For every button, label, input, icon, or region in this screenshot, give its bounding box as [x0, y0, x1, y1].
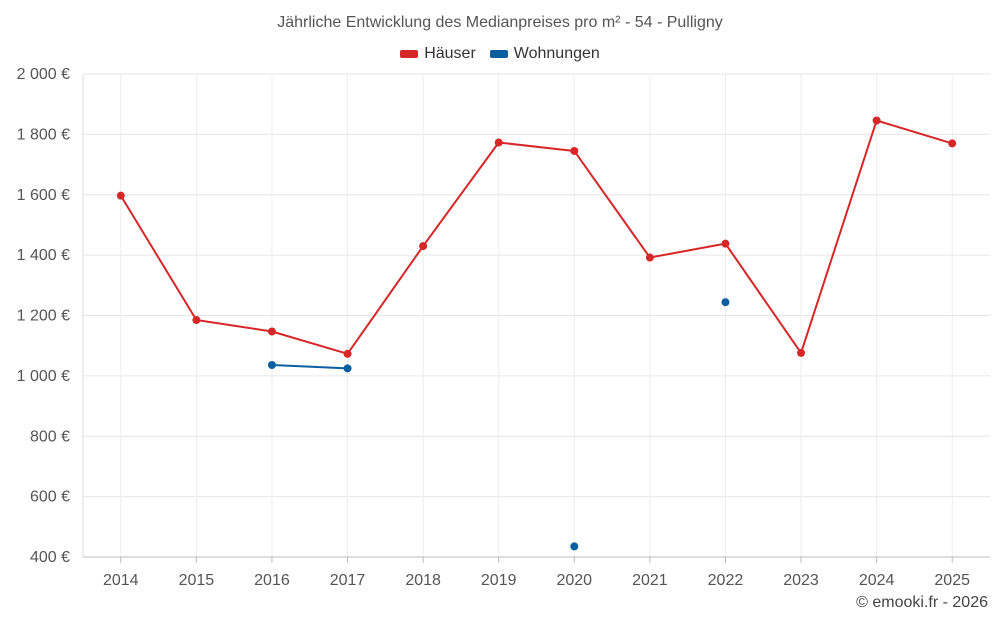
x-tick-label: 2015: [179, 572, 215, 589]
legend-swatch-wohnungen: [489, 50, 508, 58]
legend-label-wohnungen: Wohnungen: [513, 45, 600, 62]
data-point-haeuser: [721, 239, 730, 248]
data-point-haeuser: [343, 349, 352, 358]
legend-item-haeuser[interactable]: Häuser: [400, 45, 476, 63]
x-tick-label: 2021: [632, 572, 668, 589]
y-tick-label: 800 €: [30, 428, 70, 445]
x-tick-label: 2020: [556, 572, 592, 589]
x-tick-label: 2019: [481, 572, 517, 589]
y-tick-label: 1 200 €: [17, 308, 70, 325]
y-tick-label: 400 €: [30, 549, 70, 566]
x-tick-label: 2016: [254, 572, 290, 589]
data-point-haeuser: [267, 327, 276, 336]
y-tick-label: 1 400 €: [17, 247, 70, 264]
data-point-wohnungen: [343, 364, 352, 373]
legend-swatch-haeuser: [400, 50, 419, 58]
series-line-haeuser: [119, 119, 953, 355]
y-tick-label: 600 €: [30, 489, 70, 506]
credit-text: © emooki.fr - 2026: [856, 594, 988, 611]
legend-item-wohnungen[interactable]: Wohnungen: [489, 45, 600, 63]
y-tick-label: 1 800 €: [17, 126, 70, 143]
x-tick-label: 2023: [783, 572, 819, 589]
legend-label-haeuser: Häuser: [424, 45, 476, 62]
legend: Häuser Wohnungen: [0, 45, 1000, 63]
chart-title: Jährliche Entwicklung des Medianpreises …: [277, 14, 723, 31]
x-tick-label: 2025: [934, 572, 970, 589]
data-point-wohnungen: [570, 542, 579, 551]
y-tick-label: 2 000 €: [17, 66, 70, 83]
data-point-haeuser: [494, 138, 503, 147]
x-tick-label: 2017: [330, 572, 366, 589]
data-point-haeuser: [872, 116, 881, 125]
x-tick-label: 2022: [708, 572, 744, 589]
series-line-wohnungen: [271, 364, 348, 370]
data-point-haeuser: [645, 253, 654, 262]
x-tick-label: 2018: [405, 572, 441, 589]
data-point-haeuser: [116, 191, 125, 200]
y-tick-label: 1 000 €: [17, 368, 70, 385]
x-tick-label: 2024: [859, 572, 895, 589]
data-point-haeuser: [797, 348, 806, 357]
data-point-haeuser: [192, 316, 201, 325]
y-tick-label: 1 600 €: [17, 187, 70, 204]
data-point-haeuser: [419, 242, 428, 251]
data-point-haeuser: [570, 146, 579, 155]
data-point-haeuser: [948, 139, 957, 148]
x-tick-label: 2014: [103, 572, 139, 589]
data-point-wohnungen: [267, 361, 276, 370]
data-point-wohnungen: [721, 298, 730, 307]
